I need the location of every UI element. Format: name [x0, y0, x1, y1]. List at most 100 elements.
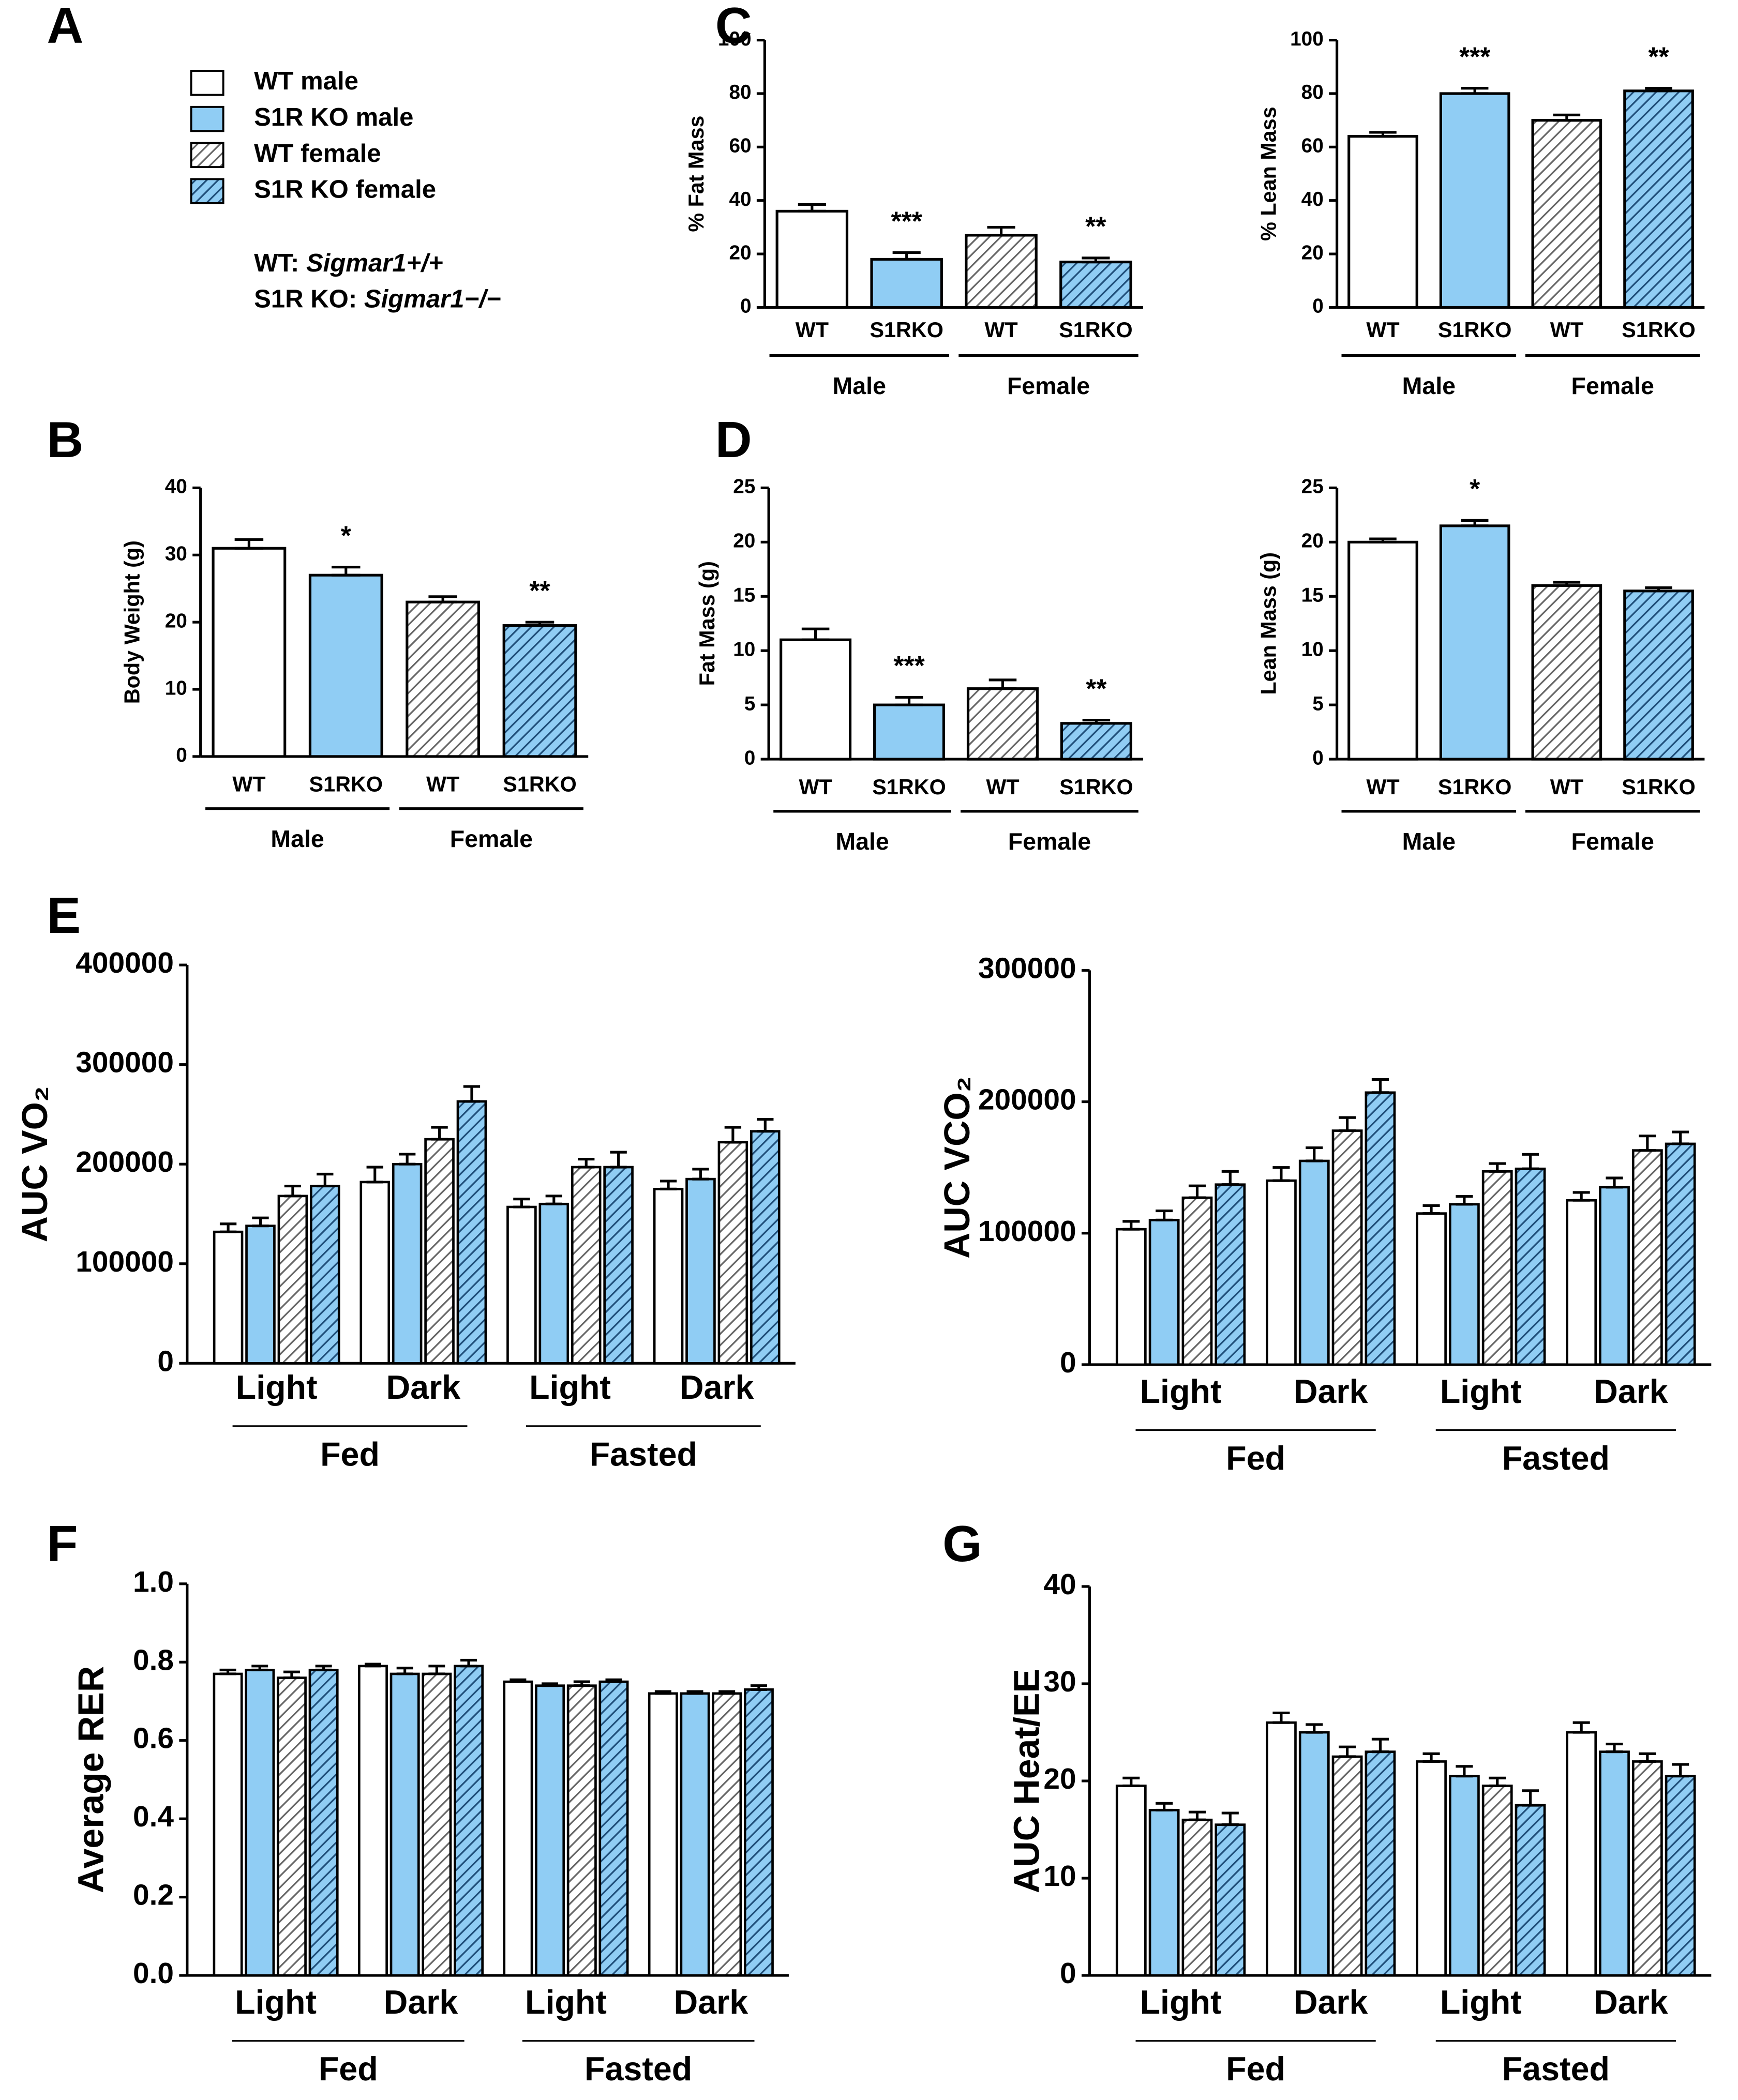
genotype-note: S1R KO: Sigmar1−/− — [254, 285, 501, 313]
bar — [1531, 584, 1602, 761]
bar — [277, 1195, 308, 1365]
x-tick-label: Dark — [386, 1369, 461, 1406]
bar — [1439, 92, 1510, 309]
bar — [1115, 1228, 1147, 1366]
x-tick-label: WT — [796, 318, 829, 342]
y-tick-label: 0 — [1312, 747, 1324, 769]
y-tick-label: 300000 — [76, 1047, 174, 1079]
significance: *** — [891, 206, 923, 236]
x-tick-label: Light — [1440, 1984, 1522, 2021]
bar — [1481, 1170, 1513, 1366]
group-label: Female — [1571, 828, 1654, 855]
bar — [1148, 1809, 1180, 1977]
y-axis-label: % Lean Mass — [1256, 107, 1280, 241]
y-tick-label: 20 — [1043, 1763, 1076, 1795]
legend-label: WT female — [254, 140, 381, 168]
bar — [1623, 89, 1694, 309]
x-tick-label: Dark — [1594, 1373, 1668, 1410]
significance: ** — [529, 576, 550, 606]
x-tick-label: S1RKO — [1622, 318, 1695, 342]
group-label: Female — [450, 825, 533, 852]
x-tick-label: S1RKO — [503, 773, 576, 796]
x-tick-label: S1RKO — [872, 775, 946, 799]
bar — [389, 1672, 420, 1977]
bar — [213, 1672, 243, 1977]
bar — [648, 1692, 678, 1977]
x-tick-label: S1RKO — [1059, 318, 1132, 342]
y-tick-label: 10 — [1301, 638, 1324, 660]
bar — [1060, 722, 1132, 761]
group-label: Fed — [1226, 1440, 1285, 1477]
y-tick-label: 0 — [740, 295, 752, 318]
bar — [1298, 1731, 1330, 1977]
legend-swatch — [190, 70, 224, 96]
y-tick-label: 40 — [165, 476, 187, 498]
significance: *** — [1459, 41, 1491, 71]
bar — [1365, 1091, 1396, 1366]
group-label: Fasted — [1502, 2050, 1610, 2088]
y-tick-label: 0 — [1312, 295, 1324, 318]
panel-letter: D — [715, 411, 752, 468]
y-axis-label: % Fat Mass — [684, 115, 708, 232]
y-tick-label: 0 — [157, 1345, 174, 1378]
bar — [965, 234, 1038, 309]
y-axis-label: Fat Mass (g) — [695, 561, 719, 686]
significance: * — [1470, 474, 1480, 504]
group-label: Female — [1008, 828, 1091, 855]
bar — [1448, 1203, 1480, 1366]
bar — [1059, 261, 1132, 309]
bar — [1531, 119, 1602, 309]
bar — [1416, 1212, 1447, 1366]
bar — [1365, 1750, 1396, 1977]
bar — [1416, 1760, 1447, 1977]
bar — [680, 1692, 710, 1977]
x-tick-label: Light — [1140, 1373, 1222, 1410]
y-tick-label: 40 — [729, 188, 751, 210]
x-tick-label: S1RKO — [1622, 775, 1695, 799]
bar — [1631, 1149, 1663, 1366]
y-tick-label: 25 — [733, 476, 755, 498]
bar — [566, 1684, 597, 1977]
bar — [1566, 1199, 1597, 1366]
group-label: Fed — [319, 2050, 378, 2088]
bar — [1515, 1167, 1546, 1366]
bar — [392, 1162, 423, 1365]
bar — [743, 1688, 774, 1977]
bar — [502, 624, 577, 758]
y-tick-label: 0.4 — [133, 1801, 174, 1833]
note-space — [299, 249, 306, 277]
panel-letter: E — [47, 887, 81, 944]
bar — [1599, 1186, 1630, 1366]
legend-swatch — [190, 178, 224, 204]
y-tick-label: 300000 — [978, 952, 1076, 985]
x-tick-label: S1RKO — [870, 318, 943, 342]
significance: *** — [893, 651, 925, 681]
note-gene: Sigmar1+/+ — [306, 249, 443, 277]
bar — [1148, 1219, 1180, 1366]
bar — [1665, 1142, 1696, 1366]
group-label: Male — [271, 825, 324, 852]
bar — [1215, 1823, 1246, 1977]
x-tick-label: Light — [235, 1984, 317, 2021]
note-label: WT: — [254, 249, 299, 277]
y-tick-label: 0.6 — [133, 1723, 174, 1755]
y-axis-label: Body Weight (g) — [120, 540, 144, 704]
bar — [406, 600, 481, 758]
bar — [1665, 1775, 1696, 1977]
genotype-note: WT: Sigmar1+/+ — [254, 249, 443, 277]
y-tick-label: 20 — [1301, 241, 1324, 264]
bar — [245, 1225, 276, 1365]
bar — [276, 1676, 307, 1977]
y-tick-label: 0 — [1060, 1347, 1076, 1379]
x-tick-label: Dark — [680, 1369, 754, 1406]
x-tick-label: Light — [529, 1369, 611, 1406]
y-axis-label: AUC VO₂ — [14, 1086, 55, 1242]
bar — [308, 573, 383, 758]
y-tick-label: 10 — [165, 677, 187, 699]
note-label: S1R KO: — [254, 285, 357, 313]
y-tick-label: 30 — [165, 543, 187, 565]
x-tick-label: Dark — [674, 1984, 748, 2021]
x-tick-label: WT — [1366, 318, 1399, 342]
bar — [1115, 1785, 1147, 1977]
y-tick-label: 0.0 — [133, 1957, 174, 1990]
